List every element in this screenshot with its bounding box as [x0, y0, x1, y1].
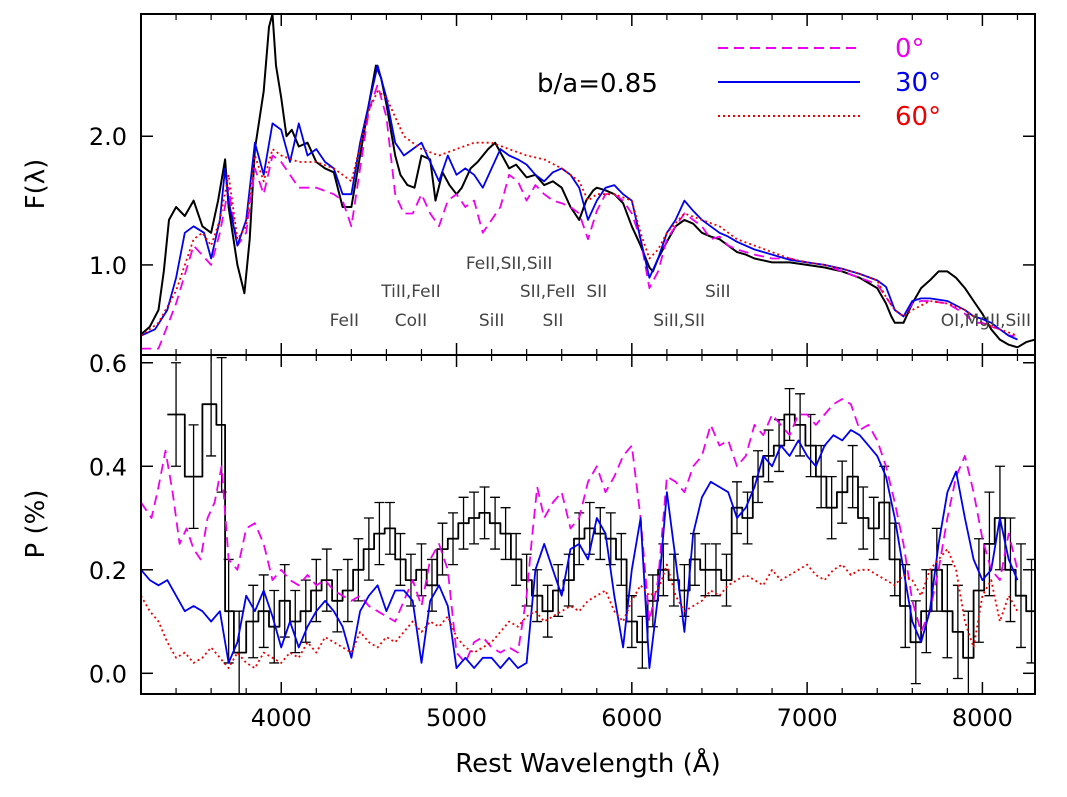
polarization-error-bar	[490, 496, 501, 550]
line-id-annotation: FeII	[330, 311, 359, 331]
polarization-error-bar	[332, 569, 343, 633]
polarization-error-bar	[721, 553, 732, 607]
line-id-annotation: SII	[543, 311, 564, 331]
polarization-error-bar	[668, 553, 679, 607]
polarization-error-bar	[437, 522, 448, 576]
polarization-error-bar	[553, 563, 564, 618]
polarization-error-bar	[616, 532, 627, 586]
polarization-y-tick-label: 0.0	[89, 660, 127, 688]
polarization-y-tick-label: 0.2	[89, 557, 127, 585]
polarization-error-bar	[763, 429, 774, 483]
line-id-annotation: SiII,SII	[653, 311, 705, 331]
polarization-error-bar	[458, 496, 469, 550]
polarization-error-bar	[595, 507, 606, 561]
polarization-error-bar	[342, 558, 353, 623]
polarization-error-bar	[321, 548, 332, 612]
polarization-error-bar	[290, 589, 301, 654]
polarization-series-0deg	[141, 398, 1019, 664]
line-id-annotation: SiII	[705, 282, 731, 302]
polarization-series-60deg	[141, 548, 1019, 669]
flux-series-observed	[141, 14, 1035, 349]
polarization-error-bar	[258, 574, 269, 649]
polarization-y-axis-label: P (%)	[21, 490, 51, 559]
polarization-error-bar	[1015, 543, 1026, 649]
polarization-error-bar	[188, 424, 199, 530]
flux-y-tick-label: 2.0	[89, 123, 127, 151]
line-id-annotation: SiII	[479, 311, 505, 331]
polarization-error-bar	[395, 532, 406, 586]
x-tick-label: 5000	[426, 704, 487, 732]
polarization-error-bar	[448, 512, 459, 566]
polarization-panel-frame	[140, 354, 1036, 695]
polarization-error-bar	[353, 538, 364, 602]
legend-label-0deg: 0°	[895, 34, 925, 64]
polarization-error-bar	[479, 486, 490, 540]
polarization-error-bar	[1005, 517, 1016, 623]
polarization-error-bar	[858, 486, 869, 550]
polarization-error-bar	[574, 512, 585, 566]
model-axis-ratio-label: b/a=0.85	[537, 69, 658, 99]
x-tick-label: 6000	[601, 704, 662, 732]
polarization-error-bar	[374, 501, 385, 566]
polarization-error-bar	[784, 387, 795, 442]
polarization-error-bar	[469, 491, 480, 545]
polarization-series-observed	[167, 403, 1035, 659]
polarization-series-30deg	[141, 429, 1019, 669]
polarization-error-bar	[363, 517, 374, 581]
polarization-error-bar	[795, 393, 806, 457]
polarization-error-bar	[689, 532, 700, 586]
line-id-annotation: SII,FeII	[520, 282, 576, 302]
polarization-y-tick-label: 0.4	[89, 453, 127, 481]
polarization-error-bar	[942, 563, 953, 659]
polarization-error-bar	[679, 563, 690, 618]
polarization-error-bar	[248, 584, 259, 659]
flux-y-axis-label: F(λ)	[21, 159, 51, 210]
polarization-error-bar	[511, 532, 522, 586]
flux-y-tick-label: 1.0	[89, 252, 127, 280]
x-tick-label: 8000	[952, 704, 1013, 732]
flux-panel: 1.0 2.0 FeII TiII,FeII CoII FeII,SII,SiII SiI…	[21, 13, 1036, 356]
polarization-error-bar	[542, 584, 553, 638]
polarization-error-bar	[973, 538, 984, 643]
polarization-error-bar	[910, 600, 921, 685]
polarization-error-bar	[206, 355, 217, 457]
flux-series-60deg	[141, 90, 1018, 337]
polarization-panel: 4000 5000 6000 7000 8000 0.0 0.2 0.4 0.6 P (%) R…	[21, 350, 1036, 779]
polarization-error-bar	[171, 362, 182, 467]
polarization-error-bar	[847, 444, 858, 509]
polarization-error-bar	[700, 543, 711, 597]
polarization-error-bar	[710, 543, 721, 597]
legend-label-60deg: 60°	[895, 102, 941, 132]
line-id-annotation: FeII,SII,SiII	[466, 254, 553, 274]
polarization-error-bar	[647, 574, 658, 628]
polarization-error-bar	[500, 507, 511, 561]
legend-label-30deg: 30°	[895, 68, 941, 98]
legend: 0° 30° 60°	[718, 34, 941, 132]
x-axis-label: Rest Wavelength (Å)	[455, 747, 720, 779]
flux-series-0deg	[141, 83, 1018, 350]
line-id-annotation: CoII	[395, 311, 427, 331]
x-tick-label: 4000	[251, 704, 312, 732]
x-tick-label: 7000	[777, 704, 838, 732]
polarization-error-bar	[384, 501, 395, 555]
polarization-error-bar	[732, 481, 742, 535]
polarization-error-bar	[742, 491, 753, 545]
polarization-error-bar	[868, 496, 879, 561]
flux-series-30deg	[141, 64, 1018, 341]
polarization-error-bar	[984, 491, 995, 597]
polarization-error-bar	[931, 527, 942, 612]
line-id-annotation: TiII,FeII	[380, 282, 440, 302]
polarization-error-bar	[826, 475, 837, 540]
polarization-y-tick-label: 0.6	[89, 350, 127, 378]
line-id-annotation: SII	[586, 282, 607, 302]
polarization-error-bar	[269, 589, 280, 664]
polarization-error-bar	[837, 460, 848, 524]
polarization-error-bar	[963, 610, 974, 694]
polarization-error-bar	[532, 569, 543, 623]
line-id-annotation: OI,MgII,SiII	[941, 311, 1031, 331]
